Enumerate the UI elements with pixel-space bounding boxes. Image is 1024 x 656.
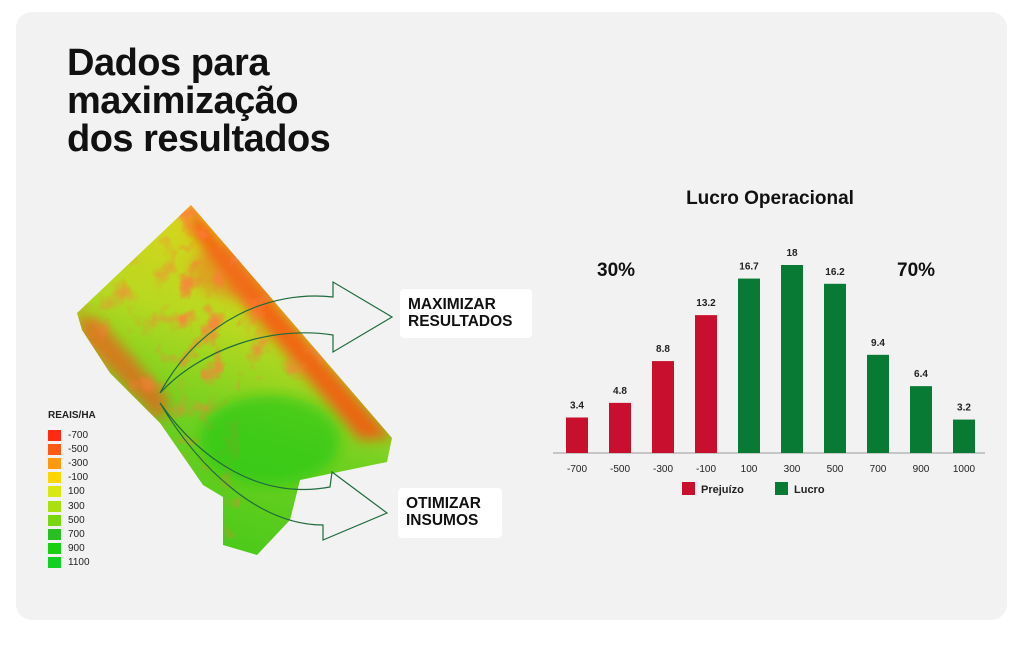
- callout-line: MAXIMIZAR: [408, 296, 496, 313]
- legend-item: 100: [48, 485, 96, 499]
- x-tick-label: -700: [567, 464, 587, 475]
- bar: [824, 283, 846, 453]
- legend-swatch: [775, 482, 788, 495]
- legend-swatch: [48, 528, 61, 540]
- x-tick-label: 1000: [953, 464, 976, 475]
- legend-title: REAIS/HA: [48, 410, 96, 421]
- optimize-inputs-label: OTIMIZAR INSUMOS: [398, 488, 502, 538]
- legend-label: 100: [68, 486, 85, 498]
- x-tick-label: 300: [784, 464, 801, 475]
- data-label: 18: [786, 248, 798, 259]
- legend-item: 500: [48, 513, 96, 527]
- callout-line: RESULTADOS: [408, 313, 513, 330]
- data-label: 6.4: [914, 369, 928, 380]
- x-tick-label: -500: [610, 464, 630, 475]
- callout-line: INSUMOS: [406, 512, 479, 529]
- data-label: 3.2: [957, 403, 971, 414]
- legend-label: 1100: [68, 557, 90, 569]
- legend-swatch: [48, 543, 61, 555]
- bar: [738, 278, 760, 453]
- title-line: Dados para: [67, 42, 269, 84]
- data-label: 9.4: [871, 338, 885, 349]
- x-tick-label: 100: [741, 464, 758, 475]
- bar: [695, 315, 717, 453]
- legend-label: 300: [68, 500, 85, 512]
- data-label: 3.4: [570, 400, 584, 411]
- maximize-results-label: MAXIMIZAR RESULTADOS: [400, 289, 532, 338]
- legend-label: -300: [68, 457, 89, 469]
- profit-share-annotation: 70%: [897, 260, 936, 281]
- bar: [652, 361, 674, 453]
- bar: [781, 265, 803, 453]
- arrow-optimize: [159, 402, 389, 541]
- bar: [953, 419, 975, 453]
- data-label: 16.2: [825, 267, 845, 278]
- x-tick-label: -300: [653, 464, 673, 475]
- legend-swatch: [682, 482, 695, 495]
- x-tick-label: 700: [870, 464, 887, 475]
- legend-label: 700: [68, 528, 85, 540]
- legend-swatch: [48, 557, 61, 569]
- bar: [867, 354, 889, 453]
- title-line: maximização: [67, 80, 299, 122]
- bar: [566, 417, 588, 453]
- legend-item: -300: [48, 456, 96, 470]
- arrow-maximize: [159, 280, 394, 394]
- legend-label: -700: [68, 429, 89, 441]
- legend-swatch: [48, 457, 61, 469]
- data-label: 13.2: [696, 298, 716, 309]
- callout-line: OTIMIZAR: [406, 495, 481, 512]
- legend-item: 1100: [48, 556, 96, 570]
- legend-item: -100: [48, 471, 96, 485]
- legend-item: -500: [48, 442, 96, 456]
- bar: [910, 386, 932, 453]
- bar: [609, 402, 631, 453]
- legend-label: -100: [68, 472, 89, 484]
- x-tick-label: -100: [696, 464, 716, 475]
- page-title: Dados para maximização dos resultados: [67, 42, 331, 160]
- map-legend: REAIS/HA -700 -500 -300 -100 100 300 500 700 900…: [48, 410, 96, 570]
- legend-swatch: [48, 472, 61, 484]
- x-tick-label: 900: [913, 464, 930, 475]
- legend-swatch: [48, 443, 61, 455]
- legend-item: 700: [48, 527, 96, 541]
- legend-swatch: [48, 514, 61, 526]
- x-tick-label: 500: [827, 464, 844, 475]
- chart-title: Lucro Operacional: [686, 188, 854, 209]
- legend-swatch: [48, 500, 61, 512]
- loss-share-annotation: 30%: [597, 260, 636, 281]
- legend-label: Prejuízo: [701, 484, 744, 496]
- legend-swatch: [48, 429, 61, 441]
- legend-label: 900: [68, 543, 85, 555]
- data-label: 16.7: [739, 262, 759, 273]
- legend-label: -500: [68, 443, 89, 455]
- title-line: dos resultados: [67, 118, 331, 160]
- legend-item: 900: [48, 542, 96, 556]
- legend-item: -700: [48, 428, 96, 442]
- data-label: 8.8: [656, 344, 670, 355]
- field-map: [77, 205, 394, 555]
- legend-label: 500: [68, 514, 85, 526]
- legend-swatch: [48, 486, 61, 498]
- data-label: 4.8: [613, 386, 627, 397]
- legend-item: 300: [48, 499, 96, 513]
- legend-label: Lucro: [794, 484, 825, 496]
